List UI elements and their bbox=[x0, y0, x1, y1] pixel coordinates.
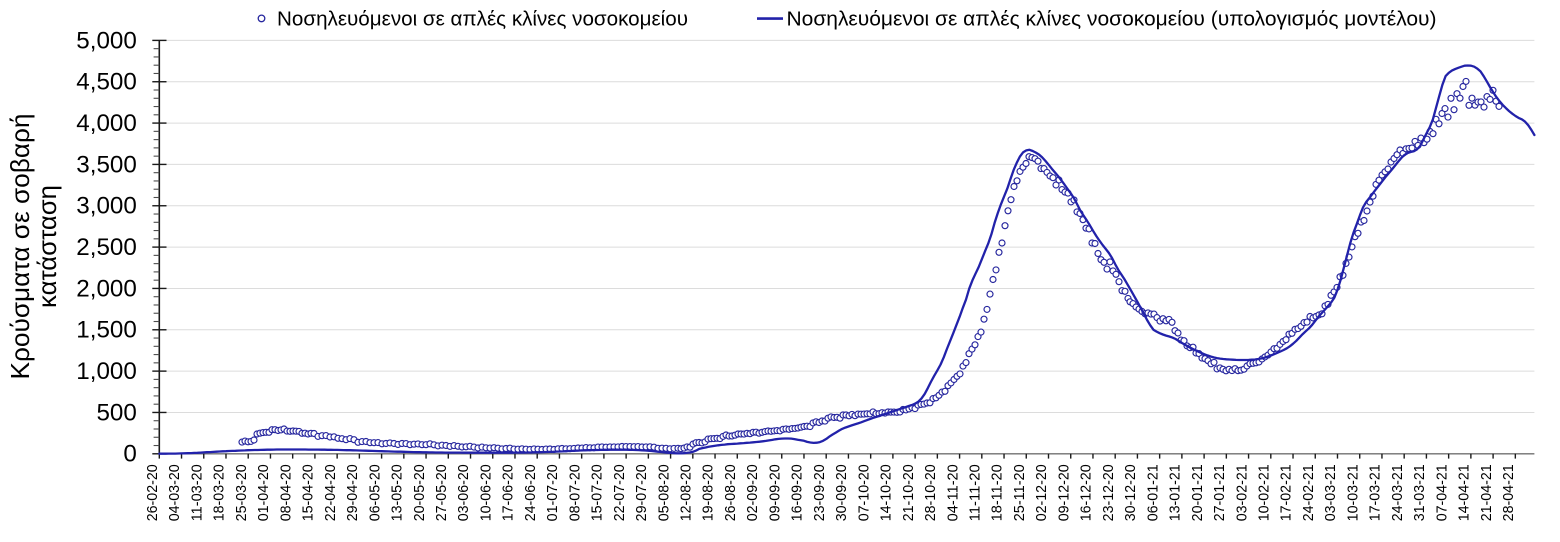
svg-text:4,500: 4,500 bbox=[76, 69, 137, 96]
svg-text:24-02-21: 24-02-21 bbox=[1301, 464, 1317, 521]
svg-text:02-12-20: 02-12-20 bbox=[1034, 464, 1050, 521]
svg-text:01-04-20: 01-04-20 bbox=[256, 464, 272, 521]
svg-text:04-03-20: 04-03-20 bbox=[167, 464, 183, 521]
svg-text:22-04-20: 22-04-20 bbox=[323, 464, 339, 521]
svg-text:08-04-20: 08-04-20 bbox=[278, 464, 294, 521]
svg-text:10-03-21: 10-03-21 bbox=[1345, 464, 1361, 521]
svg-text:4,000: 4,000 bbox=[76, 110, 137, 137]
svg-text:31-03-21: 31-03-21 bbox=[1412, 464, 1428, 521]
svg-text:2,500: 2,500 bbox=[76, 234, 137, 261]
svg-text:20-05-20: 20-05-20 bbox=[412, 464, 428, 521]
svg-text:κατάσταση: κατάσταση bbox=[32, 185, 62, 308]
svg-text:23-09-20: 23-09-20 bbox=[812, 464, 828, 521]
svg-text:16-12-20: 16-12-20 bbox=[1079, 464, 1095, 521]
svg-text:1,000: 1,000 bbox=[76, 358, 137, 385]
svg-text:06-05-20: 06-05-20 bbox=[367, 464, 383, 521]
svg-text:24-06-20: 24-06-20 bbox=[523, 464, 539, 521]
svg-text:07-04-21: 07-04-21 bbox=[1434, 464, 1450, 521]
svg-text:15-04-20: 15-04-20 bbox=[301, 464, 317, 521]
svg-text:10-06-20: 10-06-20 bbox=[478, 464, 494, 521]
svg-text:06-01-21: 06-01-21 bbox=[1145, 464, 1161, 521]
svg-text:05-08-20: 05-08-20 bbox=[656, 464, 672, 521]
svg-text:28-10-20: 28-10-20 bbox=[923, 464, 939, 521]
svg-text:3,000: 3,000 bbox=[76, 193, 137, 220]
svg-text:03-02-21: 03-02-21 bbox=[1234, 464, 1250, 521]
svg-text:01-07-20: 01-07-20 bbox=[545, 464, 561, 521]
svg-text:02-09-20: 02-09-20 bbox=[745, 464, 761, 521]
svg-text:16-09-20: 16-09-20 bbox=[790, 464, 806, 521]
svg-text:08-07-20: 08-07-20 bbox=[567, 464, 583, 521]
svg-text:27-05-20: 27-05-20 bbox=[434, 464, 450, 521]
svg-text:22-07-20: 22-07-20 bbox=[612, 464, 628, 521]
svg-text:21-10-20: 21-10-20 bbox=[901, 464, 917, 521]
svg-text:04-11-20: 04-11-20 bbox=[945, 464, 961, 521]
svg-text:0: 0 bbox=[123, 441, 136, 468]
svg-text:Νοσηλευόμενοι σε απλές κλίνες: Νοσηλευόμενοι σε απλές κλίνες νοσοκομείο… bbox=[277, 9, 688, 31]
svg-text:25-11-20: 25-11-20 bbox=[1012, 464, 1028, 521]
svg-text:19-08-20: 19-08-20 bbox=[701, 464, 717, 521]
svg-text:11-11-20: 11-11-20 bbox=[968, 464, 984, 521]
svg-text:30-12-20: 30-12-20 bbox=[1123, 464, 1139, 521]
svg-text:11-03-20: 11-03-20 bbox=[189, 464, 205, 521]
svg-text:14-04-21: 14-04-21 bbox=[1457, 464, 1473, 521]
svg-text:07-10-20: 07-10-20 bbox=[856, 464, 872, 521]
svg-text:15-07-20: 15-07-20 bbox=[590, 464, 606, 521]
svg-text:500: 500 bbox=[96, 399, 136, 426]
svg-text:29-04-20: 29-04-20 bbox=[345, 464, 361, 521]
svg-text:17-02-21: 17-02-21 bbox=[1279, 464, 1295, 521]
svg-text:Νοσηλευόμενοι σε απλές κλίνες: Νοσηλευόμενοι σε απλές κλίνες νοσοκομείο… bbox=[787, 9, 1437, 31]
svg-text:23-12-20: 23-12-20 bbox=[1101, 464, 1117, 521]
svg-text:Κρούσματα σε σοβαρή: Κρούσματα σε σοβαρή bbox=[5, 114, 35, 380]
svg-text:17-03-21: 17-03-21 bbox=[1368, 464, 1384, 521]
svg-text:10-02-21: 10-02-21 bbox=[1257, 464, 1273, 521]
svg-text:30-09-20: 30-09-20 bbox=[834, 464, 850, 521]
svg-text:29-07-20: 29-07-20 bbox=[634, 464, 650, 521]
svg-text:25-03-20: 25-03-20 bbox=[234, 464, 250, 521]
svg-text:14-10-20: 14-10-20 bbox=[879, 464, 895, 521]
svg-text:12-08-20: 12-08-20 bbox=[679, 464, 695, 521]
svg-text:13-05-20: 13-05-20 bbox=[390, 464, 406, 521]
svg-text:09-12-20: 09-12-20 bbox=[1056, 464, 1072, 521]
svg-text:21-04-21: 21-04-21 bbox=[1479, 464, 1495, 521]
svg-text:2,000: 2,000 bbox=[76, 275, 137, 302]
svg-text:28-04-21: 28-04-21 bbox=[1501, 464, 1517, 521]
svg-text:27-01-21: 27-01-21 bbox=[1212, 464, 1228, 521]
svg-text:17-06-20: 17-06-20 bbox=[501, 464, 517, 521]
svg-text:18-11-20: 18-11-20 bbox=[990, 464, 1006, 521]
svg-text:1,500: 1,500 bbox=[76, 317, 137, 344]
svg-text:26-02-20: 26-02-20 bbox=[145, 464, 161, 521]
svg-text:3,500: 3,500 bbox=[76, 151, 137, 178]
svg-text:5,000: 5,000 bbox=[76, 27, 137, 54]
svg-text:03-06-20: 03-06-20 bbox=[456, 464, 472, 521]
svg-text:24-03-21: 24-03-21 bbox=[1390, 464, 1406, 521]
svg-text:18-03-20: 18-03-20 bbox=[212, 464, 228, 521]
svg-text:26-08-20: 26-08-20 bbox=[723, 464, 739, 521]
svg-text:20-01-21: 20-01-21 bbox=[1190, 464, 1206, 521]
svg-text:09-09-20: 09-09-20 bbox=[767, 464, 783, 521]
svg-text:13-01-21: 13-01-21 bbox=[1168, 464, 1184, 521]
svg-text:03-03-21: 03-03-21 bbox=[1323, 464, 1339, 521]
